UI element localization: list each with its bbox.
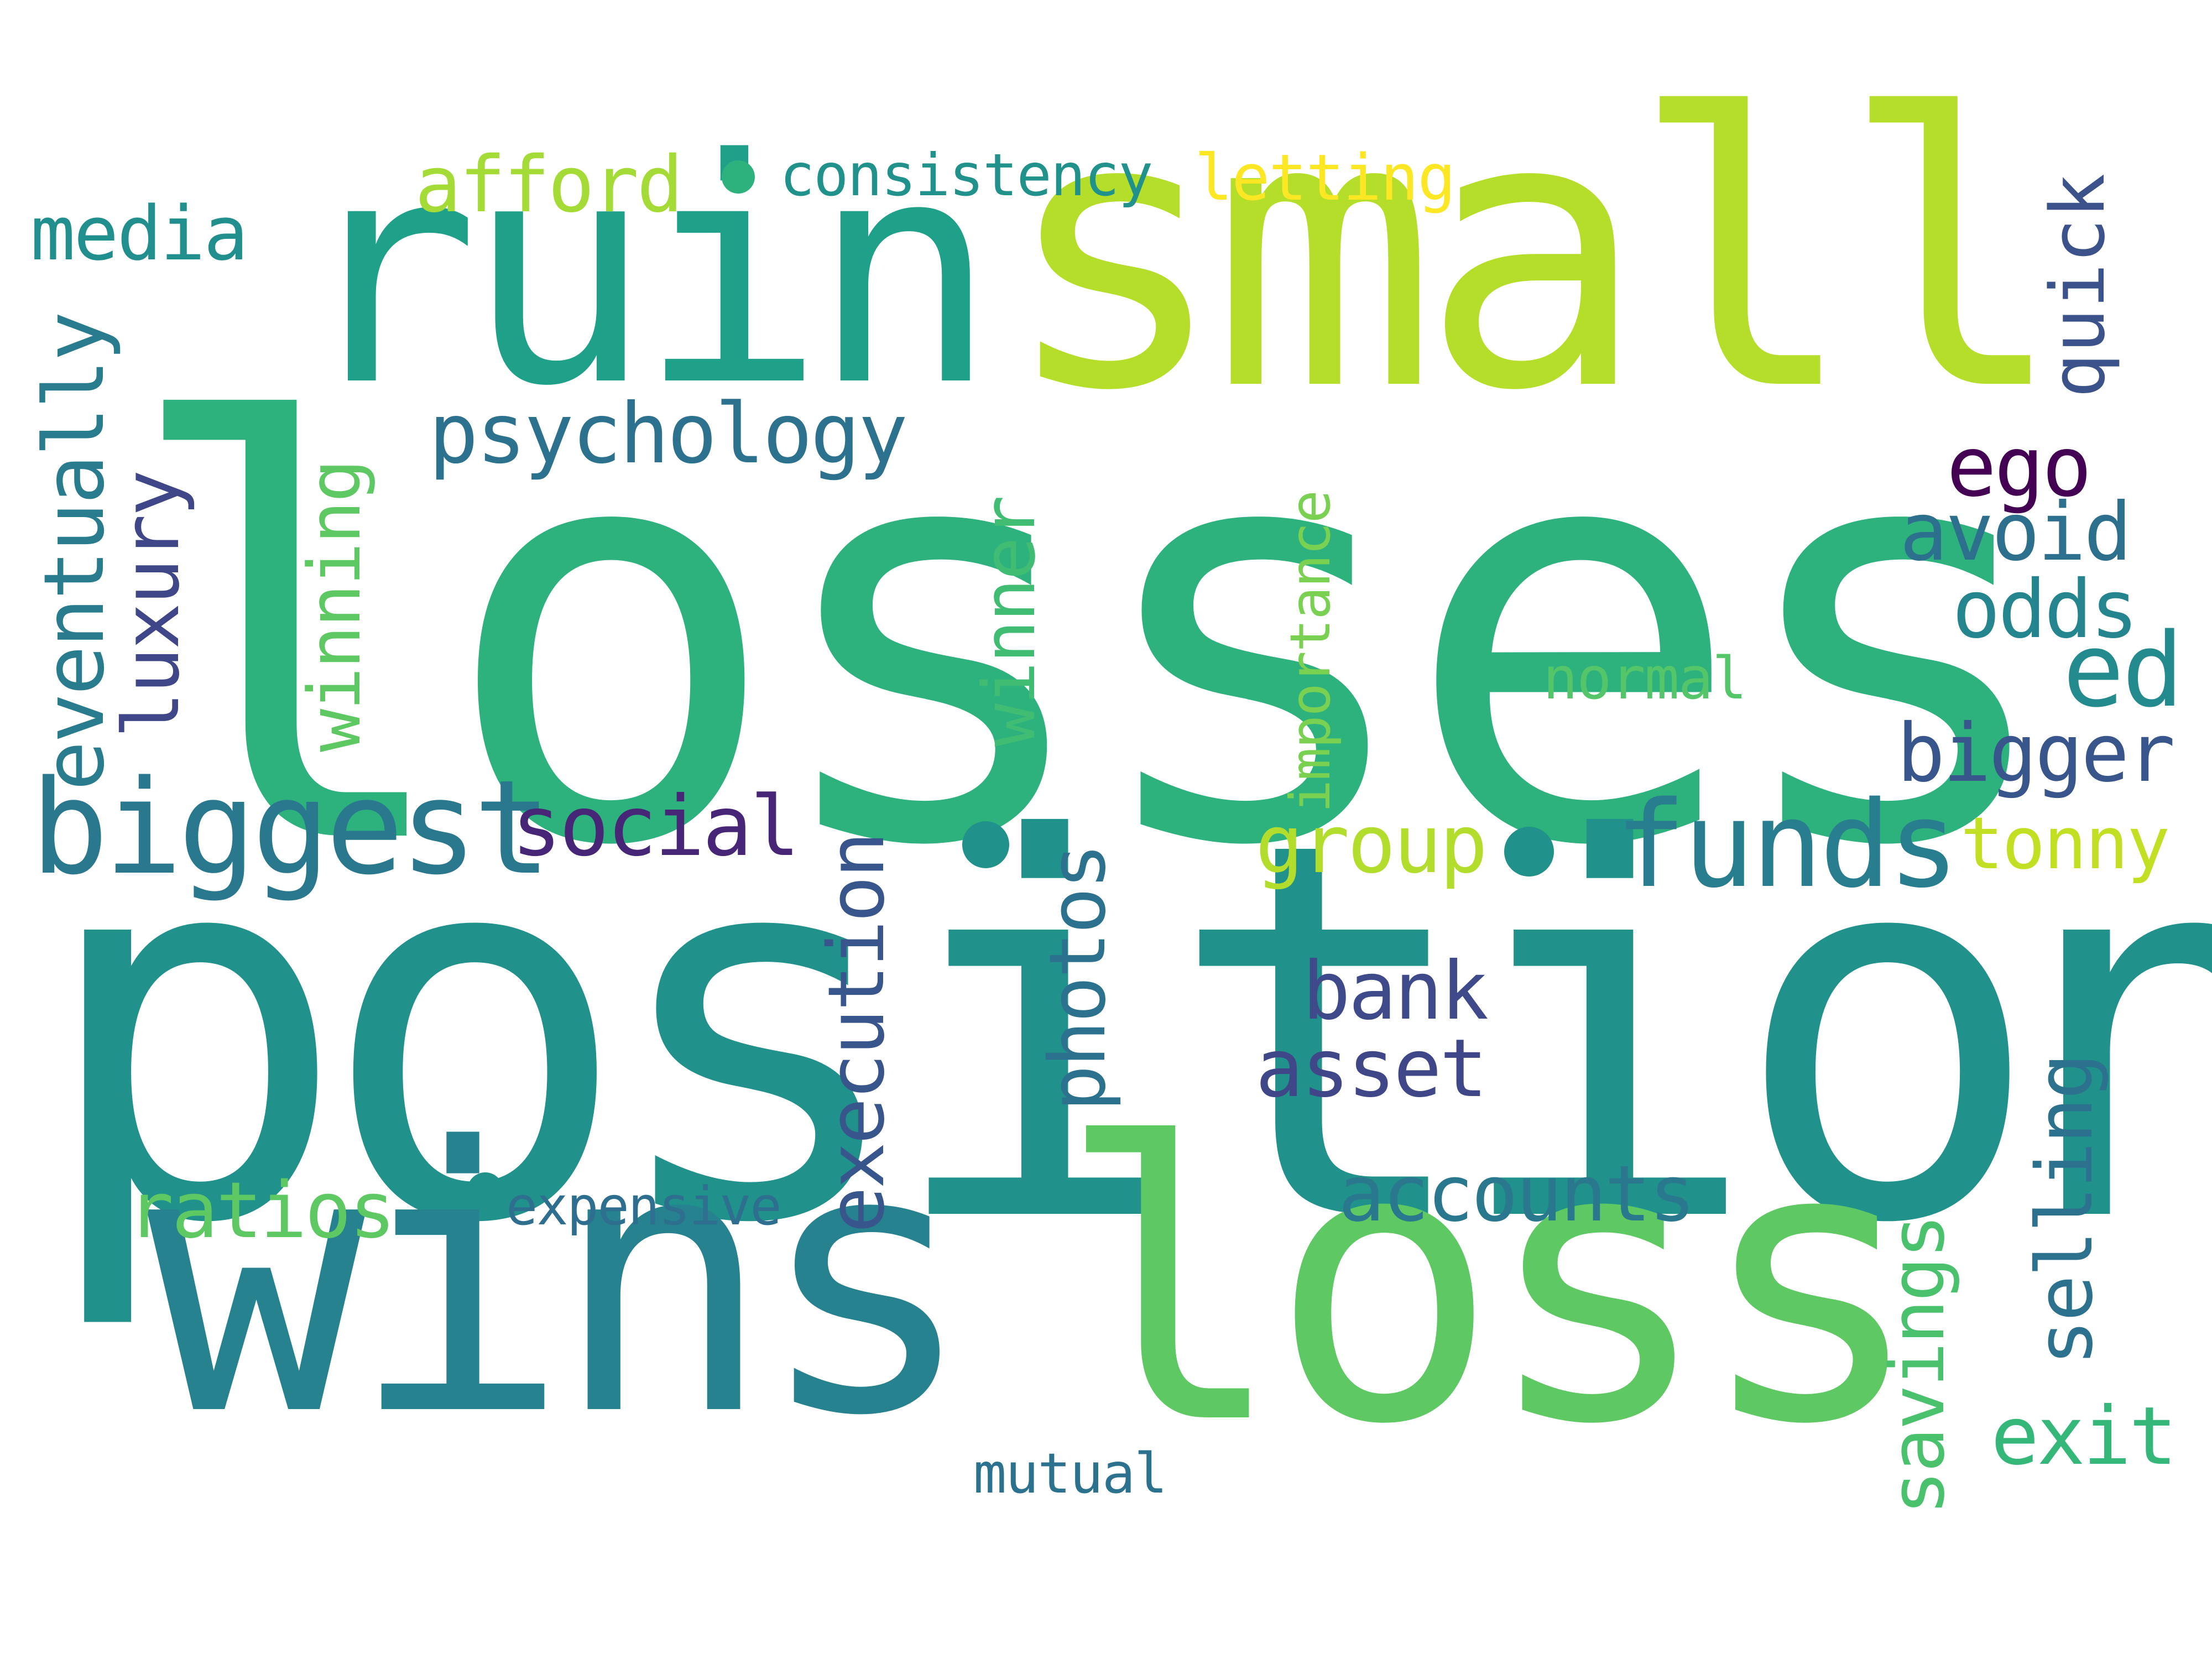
word-exit: exit bbox=[1991, 1390, 2177, 1483]
word-wins: wins bbox=[147, 1070, 975, 1495]
word-importance: importance bbox=[1278, 491, 1343, 813]
dot-1 bbox=[722, 160, 755, 194]
word-afford: afford bbox=[415, 140, 684, 230]
word-loss: loss bbox=[1056, 1063, 1926, 1507]
dot-3 bbox=[1504, 827, 1554, 877]
word-eventually: eventually bbox=[27, 313, 123, 791]
word-ratios: ratios bbox=[127, 1166, 396, 1256]
word-bigger: bigger bbox=[1897, 707, 2176, 800]
word-small: small bbox=[1001, 35, 2067, 473]
word-ego: quick bbox=[2034, 173, 2121, 398]
word-bank: bank bbox=[1302, 945, 1489, 1038]
word-tonny: tonny bbox=[1960, 801, 2170, 885]
word-expensive: expensive bbox=[506, 1176, 782, 1237]
word-odds: odds bbox=[1952, 563, 2138, 656]
word-social: social bbox=[512, 779, 800, 875]
word-winning: winning bbox=[293, 461, 377, 752]
word-psychology: psychology bbox=[429, 386, 908, 482]
word-luxury: luxury bbox=[107, 472, 197, 738]
word-savings: savings bbox=[1874, 1216, 1961, 1515]
word-media: media bbox=[30, 190, 248, 277]
word-consistency: consistency bbox=[780, 142, 1153, 209]
word-asset: asset bbox=[1255, 1022, 1488, 1115]
word-biggest: biggest bbox=[30, 753, 551, 904]
word-ed: ed bbox=[2063, 611, 2184, 730]
word-execution: execution bbox=[812, 833, 902, 1233]
word-mutual: mutual bbox=[973, 1441, 1167, 1506]
word-winner: winner bbox=[967, 497, 1051, 747]
word-photos: photos bbox=[1033, 845, 1123, 1112]
word-avoid: ego bbox=[1947, 419, 2092, 515]
dot-4 bbox=[467, 1172, 503, 1208]
word-position: position bbox=[36, 731, 2212, 1337]
word-ruin: ruin bbox=[293, 93, 998, 454]
word-accounts: accounts bbox=[1338, 1149, 1695, 1239]
dot-2 bbox=[962, 821, 1009, 868]
word-losses: losses bbox=[119, 307, 2066, 970]
word-group: group bbox=[1255, 798, 1488, 891]
word-normal: normal bbox=[1543, 645, 1747, 712]
word-funds: funds bbox=[1615, 775, 1959, 914]
word-letting: letting bbox=[1194, 141, 1456, 215]
word-quick: avoid bbox=[1900, 486, 2132, 579]
word-selling: selling bbox=[2020, 1055, 2110, 1366]
